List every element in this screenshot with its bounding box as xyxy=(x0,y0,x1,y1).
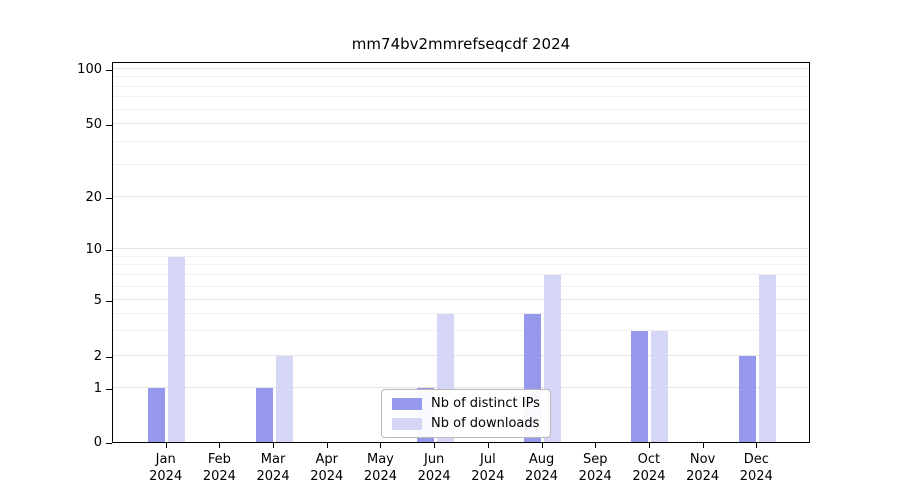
y-tick-label: 100 xyxy=(77,62,102,77)
x-tick-label-dec: Dec 2024 xyxy=(739,452,773,484)
x-tick-label-mar: Mar 2024 xyxy=(256,452,290,484)
bar-downloads-jan xyxy=(168,256,186,442)
y-tick-label: 1 xyxy=(93,381,102,396)
x-tick-mark xyxy=(648,443,650,448)
gridline-minor xyxy=(113,264,809,266)
y-tick-mark xyxy=(106,301,112,302)
y-tick-mark xyxy=(106,125,112,126)
x-tick-mark xyxy=(541,443,543,448)
x-tick-mark xyxy=(434,443,436,448)
gridline-major xyxy=(113,123,809,124)
x-tick-label-aug: Aug 2024 xyxy=(524,452,559,484)
x-tick-mark xyxy=(165,443,167,448)
x-tick-mark xyxy=(273,443,275,448)
x-tick-label-jul: Jul 2024 xyxy=(471,452,505,484)
x-tick-mark xyxy=(326,443,328,448)
y-tick-mark xyxy=(106,389,112,390)
y-tick-label: 2 xyxy=(93,349,102,364)
y-tick-label: 10 xyxy=(85,242,102,257)
gridline-minor xyxy=(113,85,809,87)
y-tick-label: 0 xyxy=(93,435,102,450)
y-tick-label: 20 xyxy=(85,190,102,205)
legend-swatch-distinct-ips xyxy=(392,397,422,410)
x-tick-label-oct: Oct 2024 xyxy=(632,452,666,484)
gridline-major xyxy=(113,355,809,356)
x-tick-label-jan: Jan 2024 xyxy=(149,452,183,484)
gridline-major xyxy=(113,387,809,388)
x-tick-label-apr: Apr 2024 xyxy=(310,452,344,484)
gridline-minor xyxy=(113,312,809,314)
chart-title: mm74bv2mmrefseqcdf 2024 xyxy=(351,35,571,53)
x-tick-label-feb: Feb 2024 xyxy=(202,452,236,484)
y-tick-mark xyxy=(106,198,112,199)
bar-distinct-ips-jan xyxy=(148,388,166,442)
x-tick-mark xyxy=(702,443,704,448)
x-tick-mark xyxy=(219,443,221,448)
gridline-minor xyxy=(113,255,809,257)
gridline-major xyxy=(113,68,809,69)
y-tick-mark xyxy=(106,443,112,444)
bar-distinct-ips-oct xyxy=(631,331,649,442)
gridline-minor xyxy=(113,140,809,142)
gridline-minor xyxy=(113,285,809,287)
x-tick-mark xyxy=(756,443,758,448)
x-tick-mark xyxy=(487,443,489,448)
bar-downloads-oct xyxy=(651,331,669,442)
plot-area xyxy=(112,62,810,443)
y-tick-label: 5 xyxy=(93,293,102,308)
x-tick-mark xyxy=(380,443,382,448)
legend-item-distinct-ips: Nb of distinct IPs xyxy=(392,396,540,411)
legend: Nb of distinct IPs Nb of downloads xyxy=(381,389,551,438)
legend-label-distinct-ips: Nb of distinct IPs xyxy=(431,396,540,411)
bar-downloads-mar xyxy=(275,356,293,442)
legend-label-downloads: Nb of downloads xyxy=(431,416,540,431)
y-tick-mark xyxy=(106,357,112,358)
x-tick-label-may: May 2024 xyxy=(363,452,397,484)
gridline-minor xyxy=(113,330,809,332)
gridline-minor xyxy=(113,96,809,98)
y-tick-mark xyxy=(106,250,112,251)
gridline-minor xyxy=(113,163,809,165)
x-tick-mark xyxy=(595,443,597,448)
gridline-minor xyxy=(113,108,809,110)
x-tick-label-nov: Nov 2024 xyxy=(686,452,720,484)
x-tick-label-jun: Jun 2024 xyxy=(417,452,451,484)
gridline-minor xyxy=(113,274,809,276)
gridline-major xyxy=(113,248,809,249)
y-tick-label: 50 xyxy=(85,117,102,132)
bar-distinct-ips-mar xyxy=(255,388,273,442)
y-tick-mark xyxy=(106,70,112,71)
legend-swatch-downloads xyxy=(392,417,422,430)
bar-downloads-dec xyxy=(758,275,776,442)
x-tick-label-sep: Sep 2024 xyxy=(578,452,612,484)
gridline-major xyxy=(113,196,809,197)
legend-item-downloads: Nb of downloads xyxy=(392,416,540,431)
gridline-major xyxy=(113,299,809,300)
gridline-minor xyxy=(113,76,809,78)
bar-distinct-ips-dec xyxy=(738,356,756,442)
